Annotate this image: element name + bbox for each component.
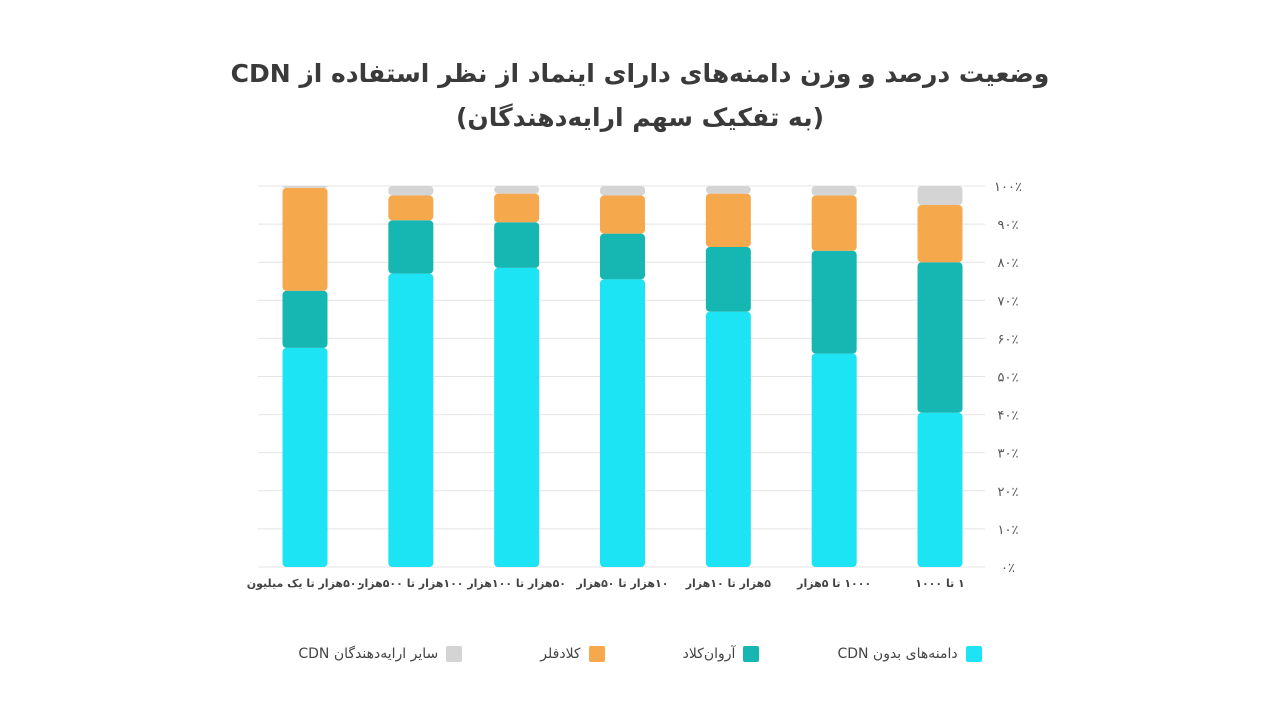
x-category-label: ۵هزار تا ۱۰هزار	[685, 577, 772, 590]
bar-segment-other-cdn	[811, 186, 857, 196]
chart-title-line-2: (به تفکیک سهم ارایه‌دهندگان)	[455, 103, 825, 132]
legend-item-arvancloud: آروان‌کلاد	[683, 642, 760, 666]
legend-label-no-cdn: دامنه‌های بدون CDN	[837, 646, 958, 662]
bar-segment-cloudflare	[811, 195, 857, 251]
bar-segment-no-cdn	[388, 273, 434, 567]
bar-segment-no-cdn	[917, 412, 963, 567]
bar-segment-other-cdn	[494, 186, 540, 194]
bar-segment-no-cdn	[282, 347, 328, 567]
y-tick-label: ۱۰۰٪	[994, 180, 1022, 195]
y-tick-label: ۴۰٪	[998, 409, 1019, 424]
bar-segment-cloudflare	[388, 195, 434, 221]
chart-title-line-1: وضعیت درصد و وزن دامنه‌های دارای اینماد …	[230, 59, 1050, 88]
y-tick-label: ۹۰٪	[998, 218, 1019, 233]
bar-segment-cloudflare	[600, 195, 645, 234]
bar-segment-other-cdn	[388, 186, 434, 196]
legend-label-other-cdn: سایر ارایه‌دهندگان CDN	[298, 646, 439, 662]
legend-item-other-cdn: سایر ارایه‌دهندگان CDN	[298, 642, 463, 666]
x-category-label: ۱۰۰۰ تا ۵هزار	[796, 577, 871, 590]
legend-label-cloudflare: کلادفلر	[540, 646, 581, 662]
y-tick-label: ۶۰٪	[998, 332, 1019, 347]
chart-title: وضعیت درصد و وزن دامنه‌های دارای اینماد …	[0, 52, 1280, 140]
legend-swatch-other-cdn	[446, 646, 463, 662]
x-category-label: ۱ تا ۱۰۰۰	[915, 577, 965, 590]
legend-item-no-cdn: دامنه‌های بدون CDN	[837, 642, 982, 666]
legend-swatch-cloudflare	[588, 646, 605, 662]
bar-segment-other-cdn	[282, 186, 328, 188]
bar-segment-arvancloud	[600, 233, 645, 280]
y-tick-label: ۵۰٪	[998, 371, 1019, 386]
bar-segment-arvancloud	[388, 220, 434, 274]
bar-segment-other-cdn	[600, 186, 645, 196]
bar-segment-other-cdn	[705, 186, 751, 194]
bar-segment-arvancloud	[811, 250, 857, 354]
y-tick-label: ۳۰٪	[998, 447, 1019, 462]
bar-segment-no-cdn	[600, 279, 645, 567]
legend-swatch-no-cdn	[965, 646, 982, 662]
bar-segment-cloudflare	[282, 187, 328, 291]
bar-segment-cloudflare	[705, 193, 751, 247]
bar-segment-cloudflare	[494, 193, 540, 223]
bar-segment-no-cdn	[705, 311, 751, 567]
y-tick-label: ۸۰٪	[998, 256, 1019, 271]
x-category-label: ۱۰۰هزار تا ۵۰۰هزار	[357, 577, 463, 590]
y-tick-label: ۷۰٪	[998, 294, 1019, 309]
chart-legend: دامنه‌های بدون CDN آروان‌کلاد کلادفلر سا…	[0, 642, 1280, 666]
bar-segment-cloudflare	[917, 205, 963, 263]
bar-segment-no-cdn	[494, 267, 540, 567]
legend-label-arvancloud: آروان‌کلاد	[682, 646, 736, 662]
bar-segment-arvancloud	[705, 246, 751, 312]
y-tick-label: ۰٪	[1001, 561, 1015, 576]
bar-segment-other-cdn	[917, 186, 963, 206]
bar-segment-no-cdn	[811, 353, 857, 567]
x-category-label: ۵۰هزار تا ۱۰۰هزار	[466, 577, 566, 590]
bar-segment-arvancloud	[282, 290, 328, 348]
x-category-label: ۵۰۰هزار تا یک میلیون	[247, 577, 363, 590]
bar-segment-arvancloud	[917, 262, 963, 413]
legend-swatch-arvancloud	[743, 646, 760, 662]
x-category-label: ۱۰هزار تا ۵۰هزار	[576, 577, 669, 590]
y-tick-label: ۲۰٪	[998, 485, 1019, 500]
bar-segment-arvancloud	[494, 222, 540, 268]
y-tick-label: ۱۰٪	[998, 523, 1019, 538]
legend-item-cloudflare: کلادفلر	[540, 642, 605, 666]
